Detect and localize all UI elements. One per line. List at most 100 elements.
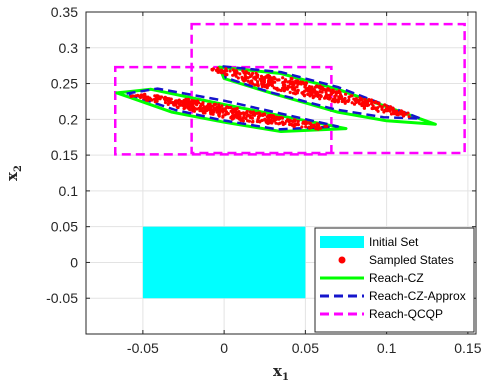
sampled-states-point [389,112,394,116]
sampled-states-point [288,82,292,86]
series-reach-cz-approx [125,65,423,131]
sampled-states-point [209,105,213,109]
sampled-states-point [289,76,293,81]
sampled-states-point [222,69,227,73]
sampled-states-point [407,115,411,119]
sampled-states-point [337,97,341,101]
ticks: -0.05 0 0.05 0.1 0.15 -0.05 0 0.05 0.1 0.15 0.2 0.2… [46,4,482,356]
sampled-states-point [394,109,398,113]
sampled-states-point [240,118,244,122]
sampled-states-point [280,120,285,124]
sampled-states-point [170,101,174,105]
sampled-states-point [235,106,239,111]
sampled-states-point [399,112,403,116]
sampled-states-point [333,96,337,100]
sampled-states-point [221,110,225,114]
sampled-states-point [241,69,245,73]
x-tick-label: -0.05 [127,340,159,356]
sampled-states-point [304,125,308,129]
sampled-states-point [343,96,347,101]
sampled-states-point [201,102,205,107]
sampled-states-point [203,111,207,115]
sampled-states-point [191,109,195,113]
sampled-states-point [238,72,242,76]
sampled-states-point [210,67,214,72]
sampled-states-point [331,99,336,103]
sampled-states-point [244,116,248,121]
sampled-states-point [366,103,371,107]
sampled-states-point [251,113,255,117]
sampled-states-point [275,86,279,90]
sampled-states-point [231,111,235,115]
sampled-states-point [300,125,304,129]
sampled-states-point [295,90,299,94]
sampled-states-point [211,112,215,116]
sampled-states-point [360,103,364,108]
legend-label-initial-set: Initial Set [369,235,419,249]
sampled-states-point [267,117,271,121]
sampled-states-point [373,101,377,105]
sampled-states-point [299,82,303,86]
sampled-states-point [363,101,367,105]
sampled-states-point [217,103,221,107]
sampled-states-point [250,73,254,77]
sampled-states-point [180,103,185,107]
sampled-states-point [362,106,366,110]
sampled-states-point [270,76,274,80]
sampled-states-point [241,111,245,115]
sampled-states-point [152,97,157,101]
x-tick-label: 0 [220,340,228,356]
sampled-states-point [363,104,367,108]
sampled-states-point [309,125,313,129]
sampled-states-point [320,90,324,94]
sampled-states-point [265,75,269,79]
sampled-states-point [231,107,235,111]
sampled-states-point [141,93,145,97]
sampled-states-point [187,101,191,105]
x-tick-label: 0.05 [292,340,319,356]
sampled-states-point [257,111,261,115]
sampled-states-point [367,98,371,102]
sampled-states-point [249,111,253,115]
sampled-states-point [328,96,332,100]
series-initial-set [142,226,306,299]
sampled-states-point [224,67,228,71]
sampled-states-point [326,96,330,100]
sampled-states-point [370,102,374,106]
legend-label-reach-cz-approx: Reach-CZ-Approx [369,289,466,303]
legend-label-sampled-states: Sampled States [369,253,454,267]
sampled-states-point [242,114,246,118]
legend-label-reach-qcqp: Reach-QCQP [369,307,443,321]
sampled-states-point [314,91,318,96]
legend-swatch-sampled-states [338,256,346,264]
sampled-states-point [383,103,387,107]
sampled-states-point [217,114,221,118]
sampled-states-point [211,108,215,112]
y-axis-label-subscript: 2 [13,165,24,172]
sampled-states-point [246,119,250,123]
sampled-states-point [288,90,292,94]
sampled-states-point [250,82,255,86]
sampled-states-point [203,109,207,113]
sampled-states-point [256,80,260,84]
legend-label-reach-cz: Reach-CZ [369,271,424,285]
sampled-states-point [281,81,285,85]
sampled-states-point [177,98,181,102]
sampled-states-point [224,73,228,77]
y-tick-label: 0 [70,254,78,270]
sampled-states-point [146,95,150,99]
sampled-states-point [344,92,348,96]
series-reach-cz [115,65,437,133]
sampled-states-point [334,98,338,102]
legend-swatch-initial-set [320,236,364,248]
y-tick-label: -0.05 [46,290,78,306]
reach-cz-polygon [115,87,348,133]
sampled-states-point [146,98,150,102]
x-axis-label-subscript: 1 [282,372,289,383]
sampled-states-point [188,108,192,112]
sampled-states-point [350,101,354,105]
sampled-states-point [306,121,310,125]
sampled-states-point [312,123,316,127]
sampled-states-point [318,97,322,101]
sampled-states-point [325,124,329,128]
